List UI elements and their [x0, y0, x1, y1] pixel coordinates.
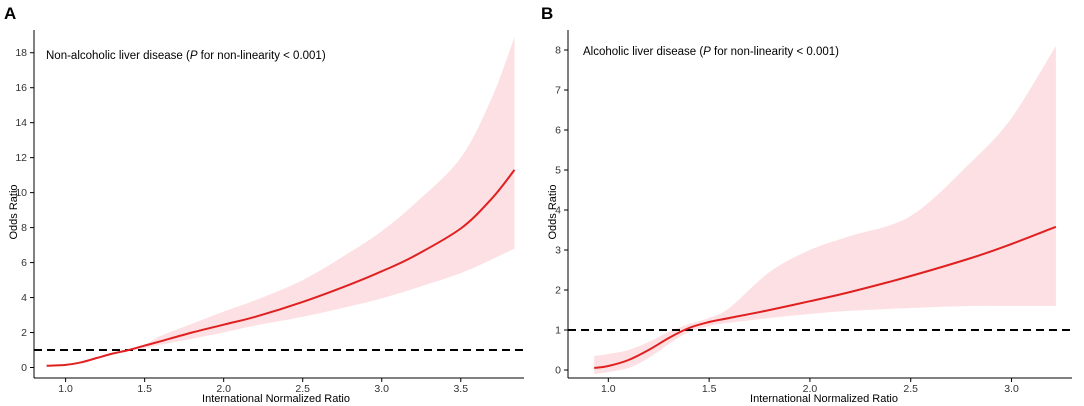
panel-b-x-axis-title: International Normalized Ratio — [750, 393, 898, 405]
panel-b-y-ticks: 0 1 2 3 4 5 6 7 8 — [555, 45, 568, 377]
panel-a-x-ticks: 1.0 1.5 2.0 2.5 3.0 3.5 — [58, 378, 468, 395]
panel-b-annotation: Alcoholic liver disease (P for non-linea… — [583, 46, 839, 58]
panel-a-x-axis-title: International Normalized Ratio — [202, 393, 350, 405]
panel-a-y-axis-title: Odds Ratio — [8, 184, 20, 239]
y-tick-label: 8 — [555, 45, 561, 57]
x-tick-label: 1.0 — [58, 383, 73, 395]
y-tick-label: 0 — [555, 365, 561, 377]
panel-a-annotation: Non-alcoholic liver disease (P for non-l… — [46, 50, 326, 62]
y-tick-label: 2 — [555, 285, 561, 297]
x-tick-label: 1.5 — [702, 383, 717, 395]
y-tick-label: 4 — [555, 205, 561, 217]
y-tick-label: 1 — [555, 325, 561, 337]
y-tick-label: 0 — [21, 362, 27, 374]
x-tick-label: 2.5 — [903, 383, 918, 395]
y-tick-label: 16 — [15, 82, 27, 94]
y-tick-label: 8 — [21, 222, 27, 234]
y-tick-label: 4 — [21, 292, 27, 304]
panel-b: B 0 1 2 3 4 5 6 7 8 1.0 1.5 2.0 2.5 3.0 Alcoholic li… — [541, 4, 1072, 405]
y-tick-label: 6 — [555, 125, 561, 137]
y-tick-label: 7 — [555, 85, 561, 97]
panel-a-odds-ratio-curve — [46, 169, 516, 367]
panel-b-confidence-band — [594, 46, 1056, 374]
y-tick-label: 5 — [555, 165, 561, 177]
y-tick-label: 14 — [15, 117, 27, 129]
x-tick-label: 1.5 — [137, 383, 152, 395]
y-tick-label: 10 — [15, 187, 27, 199]
x-tick-label: 3.0 — [374, 383, 389, 395]
x-tick-label: 3.5 — [453, 383, 468, 395]
y-tick-label: 18 — [15, 47, 27, 59]
x-tick-label: 2.0 — [216, 383, 231, 395]
y-tick-label: 3 — [555, 245, 561, 257]
panel-b-y-axis-title: Odds Ratio — [547, 184, 559, 239]
y-tick-label: 2 — [21, 327, 27, 339]
x-tick-label: 3.0 — [1004, 383, 1019, 395]
x-tick-label: 1.0 — [601, 383, 616, 395]
y-tick-label: 12 — [15, 152, 27, 164]
panel-a-confidence-band — [46, 37, 515, 366]
x-tick-label: 2.5 — [295, 383, 310, 395]
panel-b-x-ticks: 1.0 1.5 2.0 2.5 3.0 — [601, 378, 1019, 395]
panel-a: A 0 2 4 6 8 10 12 14 16 18 1.0 1.5 2.0 2.5 3.0 3.5 Non… — [4, 4, 524, 405]
y-tick-label: 6 — [21, 257, 27, 269]
panel-a-y-ticks: 0 2 4 6 8 10 12 14 16 18 — [15, 47, 34, 374]
x-tick-label: 2.0 — [803, 383, 818, 395]
panel-a-letter: A — [4, 4, 16, 23]
panel-b-odds-ratio-curve — [594, 225, 1057, 369]
panel-b-letter: B — [541, 4, 553, 23]
